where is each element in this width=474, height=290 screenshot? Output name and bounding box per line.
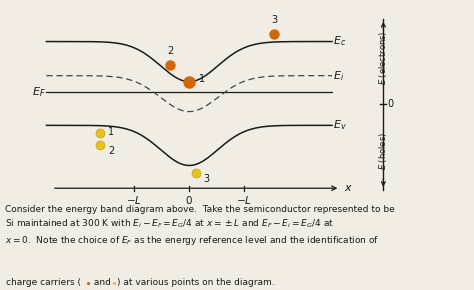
Text: 1: 1: [199, 74, 205, 84]
Text: 3: 3: [203, 175, 210, 184]
Text: 3: 3: [271, 15, 277, 25]
Text: and: and: [91, 278, 114, 287]
Text: $E_i$: $E_i$: [333, 69, 344, 83]
Text: charge carriers (: charge carriers (: [6, 278, 81, 287]
Text: $\bullet$: $\bullet$: [109, 278, 117, 287]
Text: 0: 0: [388, 99, 394, 109]
Text: $E$ (holes): $E$ (holes): [377, 132, 389, 170]
Text: $0$: $0$: [185, 194, 193, 206]
Text: 1: 1: [108, 127, 114, 137]
Text: $E_F$: $E_F$: [32, 86, 46, 99]
Text: $E_v$: $E_v$: [333, 118, 347, 132]
Text: $E$ (electrons): $E$ (electrons): [377, 31, 389, 85]
Text: $-L$: $-L$: [236, 194, 252, 206]
Text: $E_c$: $E_c$: [333, 35, 346, 48]
Text: $x$: $x$: [344, 183, 353, 193]
Text: $\bullet$: $\bullet$: [84, 278, 91, 287]
Text: 2: 2: [167, 46, 173, 56]
Text: $-L$: $-L$: [127, 194, 142, 206]
Text: ) at various points on the diagram.: ) at various points on the diagram.: [117, 278, 274, 287]
Text: 2: 2: [108, 146, 114, 156]
Text: Consider the energy band diagram above.  Take the semiconductor represented to b: Consider the energy band diagram above. …: [5, 205, 394, 247]
